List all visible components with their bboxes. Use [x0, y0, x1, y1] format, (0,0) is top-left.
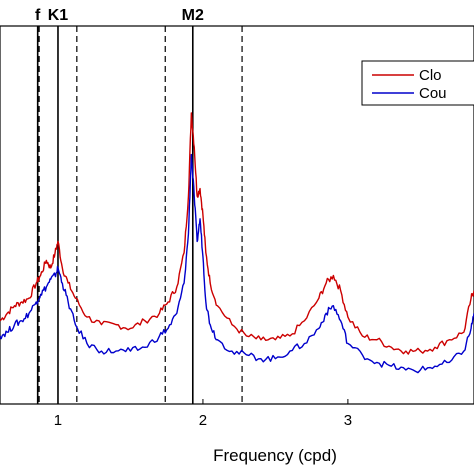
constituent-label-k1: K1	[48, 7, 69, 24]
legend-label-clo: Clo	[419, 67, 442, 84]
plot-frame	[0, 25, 474, 405]
legend-label-cou: Cou	[419, 85, 447, 102]
constituent-label-f: f	[35, 7, 41, 24]
x-tick-label: 3	[344, 412, 352, 429]
x-tick-label: 1	[54, 412, 62, 429]
series-line-clo	[0, 112, 474, 355]
plot-area: f K1 M2 1 2 3	[0, 7, 474, 429]
reference-lines: f K1 M2	[35, 7, 243, 404]
x-ticks: 1 2 3	[54, 399, 352, 429]
series-line-cou	[0, 153, 474, 374]
constituent-label-m2: M2	[182, 7, 204, 24]
legend-box	[361, 60, 474, 106]
series-lines	[0, 112, 474, 374]
x-axis-label: Frequency (cpd)	[213, 446, 337, 465]
x-tick-label: 2	[199, 412, 207, 429]
